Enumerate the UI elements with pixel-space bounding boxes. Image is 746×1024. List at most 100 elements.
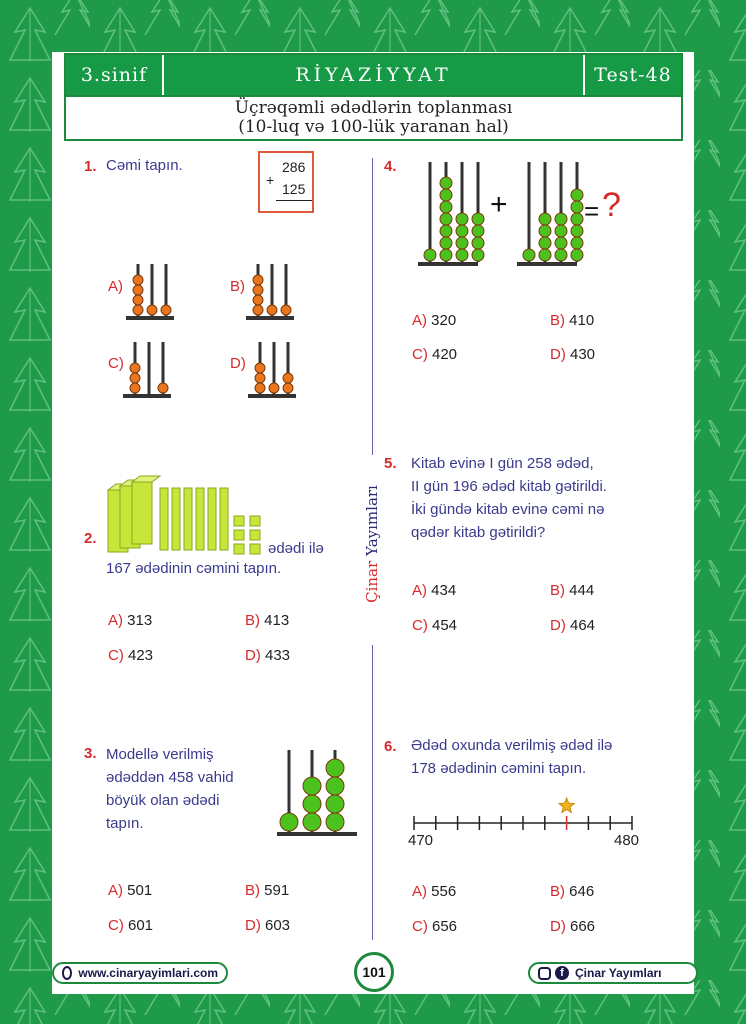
q1-option-d[interactable]: D) xyxy=(230,355,246,372)
abacus-bead xyxy=(439,188,453,202)
website-link[interactable]: www.cinaryayimlari.com xyxy=(52,962,228,984)
q6-option-c[interactable]: C) 656 xyxy=(412,918,458,935)
q1-addend1: 286 xyxy=(282,159,306,175)
abacus-bead xyxy=(570,212,584,226)
abacus-base xyxy=(246,316,294,320)
abacus-base xyxy=(418,262,478,266)
q2-text2: 167 ədədinin cəmini tapın. xyxy=(106,560,282,577)
q4-option-b[interactable]: B) 410 xyxy=(550,312,595,329)
q6-number: 6. xyxy=(384,738,397,755)
abacus-bead xyxy=(439,224,453,238)
q1-option-c[interactable]: C) xyxy=(108,355,124,372)
abacus-bead xyxy=(471,224,485,238)
abacus-bead xyxy=(325,776,345,796)
abacus-bead xyxy=(160,304,172,316)
q3-option-a[interactable]: A) 501 xyxy=(108,882,153,899)
q4-option-d[interactable]: D) 430 xyxy=(550,346,596,363)
q1-option-b[interactable]: B) xyxy=(230,278,245,295)
abacus-bead xyxy=(268,382,280,394)
unit-cube xyxy=(233,515,245,527)
abacus-bead xyxy=(554,224,568,238)
q2-option-a[interactable]: A) 313 xyxy=(108,612,153,629)
q3-abacus xyxy=(277,750,357,836)
abacus-base xyxy=(123,394,171,398)
q4-abacus-left xyxy=(418,162,485,266)
q6-option-b[interactable]: B) 646 xyxy=(550,883,595,900)
q2-option-b[interactable]: B) 413 xyxy=(245,612,290,629)
q5-option-c[interactable]: C) 454 xyxy=(412,617,458,634)
abacus-bead xyxy=(325,794,345,814)
abacus-bead xyxy=(554,212,568,226)
q2-base-ten-blocks xyxy=(106,475,261,555)
abacus-bead xyxy=(538,224,552,238)
q3-option-d[interactable]: D) 603 xyxy=(245,917,291,934)
ten-rod xyxy=(207,487,217,551)
abacus-option-d xyxy=(248,342,296,398)
q2-option-c[interactable]: C) 423 xyxy=(108,647,154,664)
ten-rod xyxy=(219,487,229,551)
abacus-bead xyxy=(570,224,584,238)
abacus-base xyxy=(277,832,357,836)
q4-option-a[interactable]: A) 320 xyxy=(412,312,457,329)
q4-option-c[interactable]: C) 420 xyxy=(412,346,458,363)
abacus-bead xyxy=(471,212,485,226)
q5-option-d[interactable]: D) 464 xyxy=(550,617,596,634)
abacus-bead xyxy=(282,382,294,394)
abacus-bead xyxy=(302,812,322,832)
q2-text1: ədədi ilə xyxy=(268,540,324,557)
q6-option-a[interactable]: A) 556 xyxy=(412,883,457,900)
q4-plus-sign: + xyxy=(490,188,508,221)
q1-number: 1. xyxy=(84,158,97,175)
q6-axis-start: 470 xyxy=(408,832,434,849)
abacus-bead xyxy=(146,304,158,316)
abacus-bead xyxy=(129,362,141,374)
ten-rod xyxy=(195,487,205,551)
unit-cube xyxy=(233,529,245,541)
q5-option-b[interactable]: B) 444 xyxy=(550,582,595,599)
q4-number: 4. xyxy=(384,158,397,175)
abacus-bead xyxy=(252,274,264,286)
abacus-base xyxy=(126,316,174,320)
abacus-bead xyxy=(522,248,536,262)
ten-rod xyxy=(183,487,193,551)
unit-cube xyxy=(249,515,261,527)
q3-option-c[interactable]: C) 601 xyxy=(108,917,154,934)
abacus-bead xyxy=(254,382,266,394)
abacus-bead xyxy=(554,236,568,250)
abacus-bead xyxy=(157,382,169,394)
abacus-bead xyxy=(282,372,294,384)
abacus-bead xyxy=(570,200,584,214)
abacus-option-b xyxy=(246,264,294,320)
q4-abacus-right xyxy=(517,162,584,266)
q4-question-mark: ? xyxy=(602,186,621,224)
q6-number-line xyxy=(413,796,633,830)
abacus-bead xyxy=(455,224,469,238)
abacus-bead xyxy=(439,212,453,226)
q6-option-d[interactable]: D) 666 xyxy=(550,918,596,935)
abacus-bead xyxy=(570,188,584,202)
abacus-option-a xyxy=(126,264,174,320)
page-number: 101 xyxy=(354,952,394,992)
abacus-bead xyxy=(439,200,453,214)
q1-option-a[interactable]: A) xyxy=(108,278,123,295)
abacus-bead xyxy=(280,304,292,316)
abacus-bead xyxy=(538,236,552,250)
abacus-bead xyxy=(455,236,469,250)
q1-plus: + xyxy=(266,172,275,188)
social-link[interactable]: f Çinar Yayımları xyxy=(528,962,698,984)
q5-option-a[interactable]: A) 434 xyxy=(412,582,457,599)
abacus-bead xyxy=(252,294,264,306)
q2-option-d[interactable]: D) 433 xyxy=(245,647,291,664)
hundred-block xyxy=(131,481,153,545)
q3-text: Modellə verilmiş ədəddən 458 vahid böyük o… xyxy=(106,746,234,832)
q1-addition-box: 286 + 125 xyxy=(258,151,314,213)
q3-option-b[interactable]: B) 591 xyxy=(245,882,290,899)
abacus-bead xyxy=(538,212,552,226)
abacus-bead xyxy=(132,274,144,286)
abacus-bead xyxy=(538,248,552,262)
q4-equals-sign: = xyxy=(584,196,600,226)
ten-rod xyxy=(159,487,169,551)
abacus-bead xyxy=(570,236,584,250)
abacus-bead xyxy=(423,248,437,262)
